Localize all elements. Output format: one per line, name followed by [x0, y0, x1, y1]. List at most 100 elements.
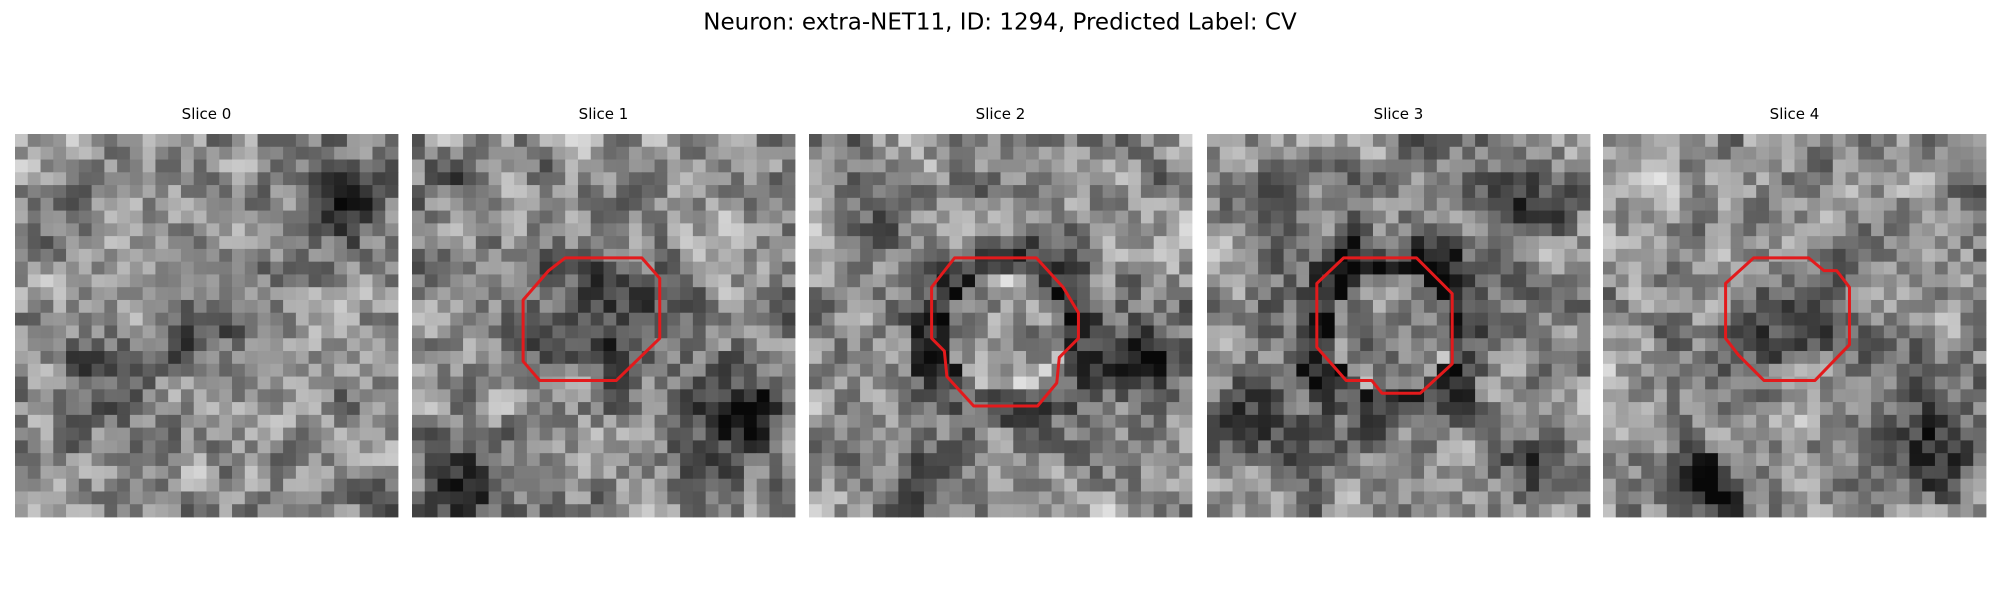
pixel: [1207, 248, 1221, 263]
pixel: [1666, 402, 1680, 416]
pixel: [847, 440, 861, 454]
pixel: [782, 389, 796, 403]
pixel: [463, 287, 477, 301]
pixel: [321, 440, 335, 454]
pixel: [308, 414, 322, 429]
pixel: [872, 287, 886, 301]
pixel: [1615, 504, 1629, 518]
pixel: [1270, 134, 1284, 148]
pixel: [1909, 478, 1923, 492]
pixel: [1140, 274, 1155, 288]
pixel: [1207, 351, 1221, 365]
pixel: [283, 274, 297, 288]
pixel: [1013, 312, 1027, 326]
pixel: [1628, 465, 1642, 480]
pixel: [1615, 274, 1629, 288]
pixel: [1692, 325, 1706, 339]
pixel: [590, 402, 604, 416]
pixel: [885, 274, 899, 288]
pixel: [372, 402, 386, 416]
pixel: [501, 223, 515, 237]
pixel: [385, 389, 399, 403]
pixel: [1781, 299, 1795, 314]
pixel: [359, 134, 373, 148]
pixel: [923, 478, 938, 492]
pixel: [1245, 185, 1259, 199]
pixel: [193, 504, 207, 518]
pixel: [692, 159, 707, 173]
pixel: [936, 402, 950, 416]
pixel: [1026, 453, 1040, 467]
pixel: [1513, 172, 1527, 186]
pixel: [590, 465, 604, 480]
pixel: [1858, 210, 1872, 224]
pixel: [424, 389, 438, 403]
pixel: [552, 210, 566, 224]
pixel: [117, 504, 131, 518]
pixel: [1077, 223, 1091, 237]
pixel: [1743, 325, 1757, 339]
pixel: [526, 236, 541, 250]
pixel: [1922, 363, 1936, 377]
pixel: [219, 325, 233, 339]
pixel: [974, 261, 989, 275]
pixel: [809, 325, 823, 339]
pixel: [692, 223, 707, 237]
pixel: [1140, 325, 1155, 339]
pixel: [219, 376, 233, 390]
pixel: [1500, 197, 1514, 211]
pixel: [898, 325, 912, 339]
pixel: [15, 376, 29, 390]
pixel: [962, 351, 976, 365]
pixel: [641, 134, 655, 148]
pixel: [359, 338, 373, 352]
pixel: [1462, 197, 1476, 211]
pixel: [308, 376, 322, 390]
pixel: [1743, 389, 1757, 403]
pixel: [680, 453, 694, 467]
pixel: [1207, 363, 1221, 377]
pixel: [359, 287, 373, 301]
pixel: [1896, 134, 1910, 148]
pixel: [1064, 440, 1078, 454]
pixel: [219, 453, 233, 467]
pixel: [1207, 287, 1221, 301]
pixel: [1947, 185, 1961, 199]
pixel: [1207, 197, 1221, 211]
pixel: [552, 338, 566, 352]
pixel: [129, 248, 144, 263]
pixel: [1398, 504, 1412, 518]
pixel: [1832, 478, 1846, 492]
pixel: [1845, 159, 1859, 173]
pixel: [1794, 351, 1808, 365]
pixel: [27, 197, 41, 211]
pixel: [1153, 491, 1167, 505]
pixel: [295, 504, 310, 518]
pixel: [1089, 287, 1104, 301]
pixel: [1692, 363, 1706, 377]
pixel: [1051, 312, 1065, 326]
pixel: [1334, 210, 1348, 224]
pixel: [117, 210, 131, 224]
pixel: [514, 274, 528, 288]
pixel: [53, 338, 67, 352]
pixel: [514, 236, 528, 250]
pixel: [1296, 363, 1310, 377]
pixel: [847, 185, 861, 199]
pixel: [860, 197, 874, 211]
pixel: [1500, 440, 1514, 454]
pixel: [1270, 236, 1284, 250]
pixel: [1577, 146, 1591, 160]
pixel: [1679, 197, 1693, 211]
pixel: [27, 299, 41, 314]
pixel: [295, 453, 310, 467]
pixel: [1153, 185, 1167, 199]
pixel: [1781, 478, 1795, 492]
pixel: [1334, 427, 1348, 441]
pixel: [1166, 172, 1180, 186]
pixel: [1102, 440, 1116, 454]
pixel: [1153, 389, 1167, 403]
pixel: [450, 389, 464, 403]
pixel: [756, 159, 770, 173]
pixel: [1140, 210, 1155, 224]
